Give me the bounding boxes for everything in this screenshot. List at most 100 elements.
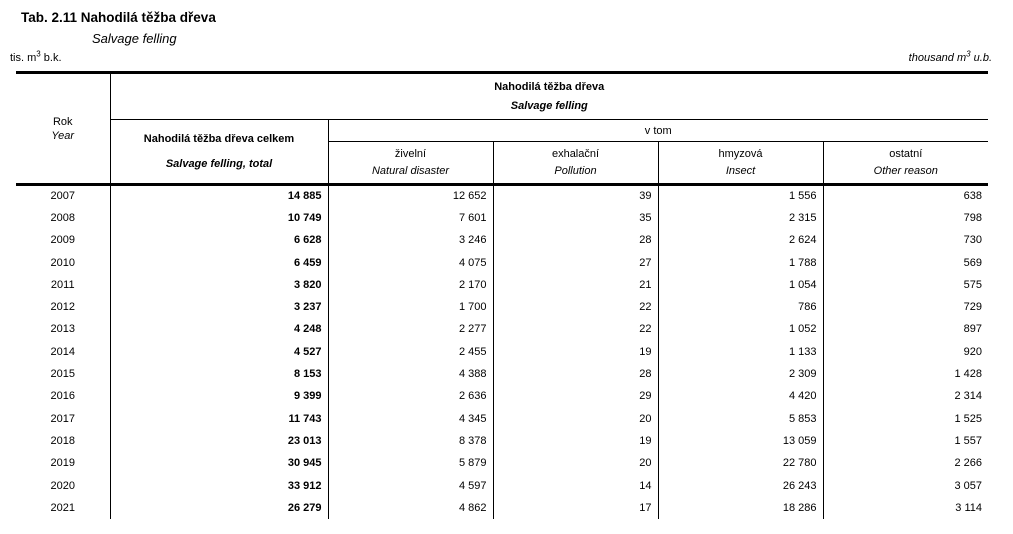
cell-other-reason: 3 114 [955,501,982,514]
cell-pollution: 20 [493,452,659,475]
col-header-pollution-en: Pollution [554,165,597,178]
table-row: 2020 33 912 4 597 14 26 243 3 057 [16,474,988,497]
cell-total: 4 527 [110,340,329,363]
col-header-group: Nahodilá těžba dřeva Salvage felling [110,72,988,120]
cell-natural-disaster: 3 246 [328,229,494,252]
cell-total: 6 628 [110,229,329,252]
unit-left-sup: 3 [36,49,41,59]
cell-other-reason: 730 [963,234,982,247]
cell-year: 2016 [16,385,111,408]
cell-other-reason: 1 525 [954,412,982,425]
cell-insect: 1 788 [658,251,824,274]
cell-other-reason: 575 [963,278,982,291]
cell-total: 8 153 [110,362,329,386]
cell-other-reason: 1 557 [954,434,982,447]
cell-pollution: 22 [493,295,659,319]
cell-pollution: 14 [493,474,659,497]
cell-natural-disaster: 4 862 [328,496,494,519]
cell-total: 10 749 [110,206,329,230]
unit-label-left: tis. m3 b.k. [10,49,62,64]
table-row: 2014 4 527 2 455 19 1 133 920 [16,340,988,363]
table-row: 2016 9 399 2 636 29 4 420 2 314 [16,385,988,408]
col-header-natural-en: Natural disaster [371,165,450,178]
cell-total: 6 459 [110,251,329,274]
cell-total: 30 945 [110,452,329,475]
cell-insect: 1 052 [658,318,824,341]
cell-pollution: 22 [493,318,659,341]
table-row: 2011 3 820 2 170 21 1 054 575 [16,273,988,296]
col-header-year: Rok Year [16,72,111,186]
cell-insect: 1 133 [658,340,824,363]
table-row: 2018 23 013 8 378 19 13 059 1 557 [16,429,988,453]
table-row: 2009 6 628 3 246 28 2 624 730 [16,229,988,252]
cell-pollution: 21 [493,273,659,296]
cell-other-reason: 1 428 [954,368,982,381]
cell-year: 2017 [16,407,111,430]
unit-left-suffix: b.k. [40,52,62,64]
table-row: 2010 6 459 4 075 27 1 788 569 [16,251,988,274]
unit-label-right: thousand m3 u.b. [908,49,992,64]
cell-total: 4 248 [110,318,329,341]
cell-pollution: 28 [493,362,659,386]
cell-other-reason: 729 [963,301,982,314]
cell-other-reason: 2 266 [954,457,982,470]
cell-year: 2007 [16,184,111,207]
cell-other-reason: 798 [963,211,982,224]
table-body: 2007 14 885 12 652 39 1 556 638 2008 10 … [16,184,988,519]
col-header-group-en: Salvage felling [510,100,588,112]
table-row: 2007 14 885 12 652 39 1 556 638 [16,184,988,207]
cell-year: 2012 [16,295,111,319]
col-header-vtom: v tom [328,119,988,142]
cell-insect: 26 243 [658,474,824,497]
cell-total: 11 743 [110,407,329,430]
cell-year: 2009 [16,229,111,252]
cell-total: 3 820 [110,273,329,296]
table-row: 2017 11 743 4 345 20 5 853 1 525 [16,407,988,430]
table-row: 2008 10 749 7 601 35 2 315 798 [16,206,988,230]
col-header-pollution-cs: exhalační [551,147,600,160]
col-header-other-en: Other reason [873,165,938,178]
cell-natural-disaster: 2 636 [328,385,494,408]
unit-left-text: tis. m [10,52,37,64]
col-header-other-cs: ostatní [889,147,923,160]
cell-insect: 4 420 [658,385,824,408]
unit-right-text: thousand m [908,52,967,64]
cell-natural-disaster: 5 879 [328,452,494,475]
unit-right-sup: 3 [966,49,971,59]
cell-total: 33 912 [110,474,329,497]
cell-insect: 22 780 [658,452,824,475]
cell-pollution: 19 [493,340,659,363]
col-header-group-cs: Nahodilá těžba dřeva [494,81,605,93]
cell-other-reason: 897 [963,323,982,336]
cell-year: 2020 [16,474,111,497]
col-header-insect-cs: hmyzová [718,147,763,160]
cell-natural-disaster: 8 378 [328,429,494,453]
cell-total: 3 237 [110,295,329,319]
cell-year: 2021 [16,496,111,519]
cell-year: 2008 [16,206,111,230]
cell-year: 2018 [16,429,111,453]
col-header-total-cs: Nahodilá těžba dřeva celkem [143,133,295,146]
col-header-pollution: exhalační Pollution [493,141,659,186]
cell-pollution: 29 [493,385,659,408]
cell-natural-disaster: 4 388 [328,362,494,386]
cell-pollution: 35 [493,206,659,230]
col-header-total: Nahodilá těžba dřeva celkem Salvage fell… [110,119,329,186]
cell-year: 2013 [16,318,111,341]
cell-natural-disaster: 4 345 [328,407,494,430]
table-row: 2021 26 279 4 862 17 18 286 3 114 [16,496,988,519]
salvage-felling-table: Rok Year Nahodilá těžba dřeva Salvage fe… [16,71,988,519]
cell-natural-disaster: 2 170 [328,273,494,296]
cell-insect: 1 054 [658,273,824,296]
cell-insect: 5 853 [658,407,824,430]
col-header-year-en: Year [51,129,75,142]
col-header-total-en: Salvage felling, total [165,157,273,170]
cell-insect: 2 315 [658,206,824,230]
cell-year: 2019 [16,452,111,475]
cell-other-reason: 3 057 [954,479,982,492]
cell-insect: 2 624 [658,229,824,252]
cell-pollution: 20 [493,407,659,430]
table-header: Rok Year Nahodilá těžba dřeva Salvage fe… [16,72,988,186]
cell-natural-disaster: 2 455 [328,340,494,363]
